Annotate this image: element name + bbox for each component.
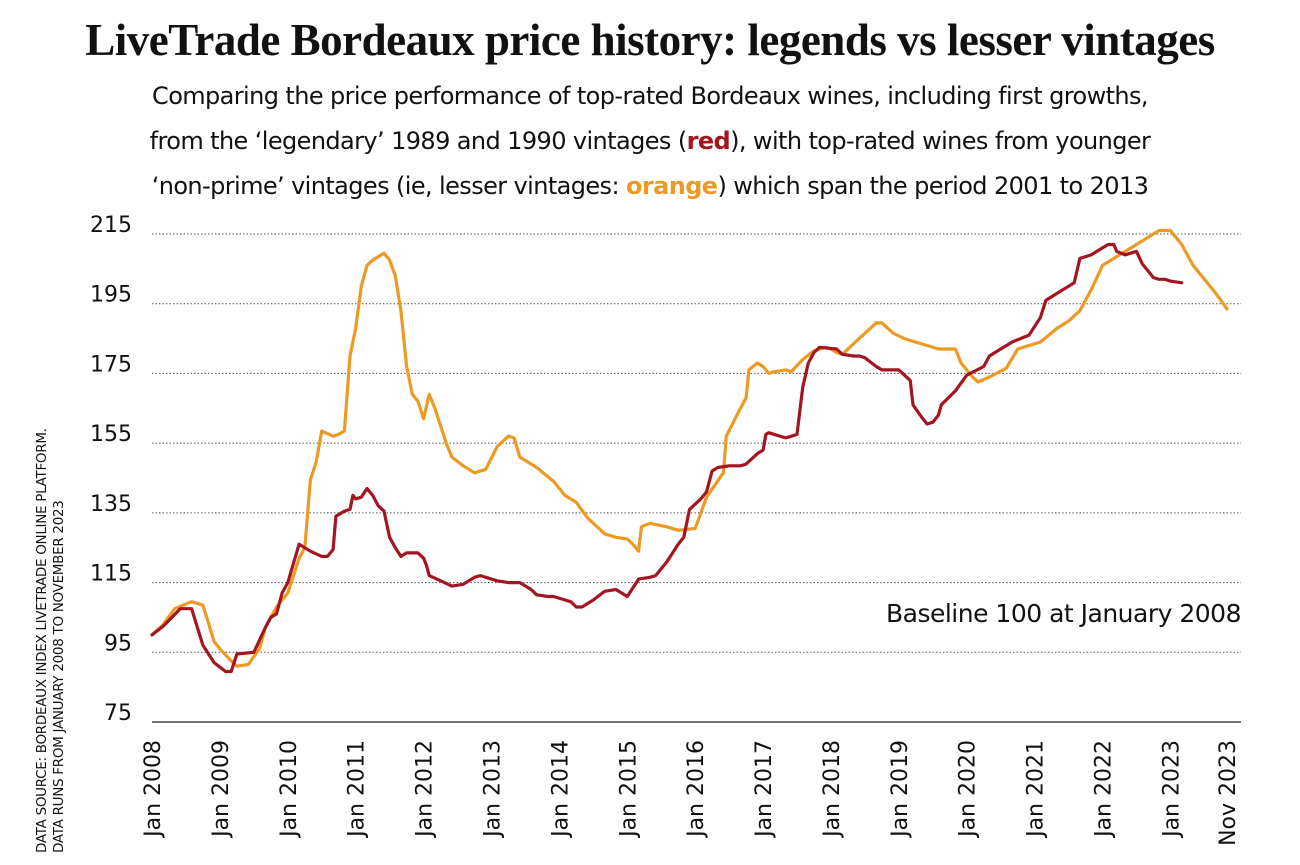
- subtitle-line-2-start: from the ‘legendary’ 1989 and 1990 vinta…: [149, 127, 688, 155]
- x-tick-label: Jan 2021: [1024, 740, 1049, 839]
- subtitle-line-3-start: ‘non-prime’ vintages (ie, lesser vintage…: [151, 172, 626, 200]
- x-tick-label: Jan 2022: [1092, 740, 1117, 839]
- red-series-key: red: [686, 127, 731, 155]
- x-tick-label: Jan 2020: [956, 740, 981, 839]
- subtitle-line-2: from the ‘legendary’ 1989 and 1990 vinta…: [0, 119, 1300, 164]
- x-tick-label: Jan 2009: [209, 740, 234, 839]
- y-axis-ticks: 215 195 175 155 135 115 95 75: [90, 213, 132, 726]
- x-tick-label: Jan 2008: [141, 740, 166, 839]
- x-tick-label: Jan 2010: [277, 740, 302, 839]
- series-lines: [150, 228, 1229, 674]
- baseline-annotation: Baseline 100 at January 2008: [886, 599, 1241, 628]
- y-tick-label: 115: [90, 562, 132, 587]
- x-tick-label: Jan 2023: [1159, 740, 1184, 839]
- chart-subtitle: Comparing the price performance of top-r…: [0, 74, 1300, 209]
- subtitle-line-2-end: ), with top-rated wines from younger: [730, 127, 1151, 155]
- chart-title: LiveTrade Bordeaux price history: legend…: [85, 15, 1215, 65]
- x-tick-label: Jan 2013: [480, 740, 505, 839]
- x-tick-label: Jan 2016: [684, 740, 709, 839]
- subtitle-line-1: Comparing the price performance of top-r…: [152, 82, 1149, 110]
- subtitle-line-3: ‘non-prime’ vintages (ie, lesser vintage…: [0, 164, 1300, 209]
- series-line-lesser: [150, 228, 1229, 668]
- y-tick-label: 75: [104, 701, 132, 726]
- x-tick-label: Jan 2011: [345, 740, 370, 839]
- y-tick-label: 175: [90, 352, 132, 377]
- y-tick-label: 95: [104, 631, 132, 656]
- x-tick-label: Jan 2015: [616, 740, 641, 839]
- y-tick-label: 155: [90, 422, 132, 447]
- x-tick-label: Jan 2017: [752, 740, 777, 839]
- series-line-legendary: [150, 242, 1184, 674]
- x-tick-label: Jan 2018: [820, 740, 845, 839]
- gridlines: [152, 233, 1241, 723]
- x-axis-ticks: Jan 2008 Jan 2009 Jan 2010 Jan 2011 Jan 2012…: [141, 740, 1241, 846]
- subtitle-line-3-end: ) which span the period 2001 to 2013: [717, 172, 1149, 200]
- orange-series-key: orange: [625, 172, 718, 200]
- x-tick-label: Jan 2012: [413, 740, 438, 839]
- y-tick-label: 195: [90, 283, 132, 308]
- x-tick-label: Jan 2019: [888, 740, 913, 839]
- x-tick-label: Nov 2023: [1216, 740, 1241, 846]
- x-tick-label: Jan 2014: [548, 740, 573, 839]
- y-tick-label: 215: [90, 213, 132, 238]
- y-tick-label: 135: [90, 492, 132, 517]
